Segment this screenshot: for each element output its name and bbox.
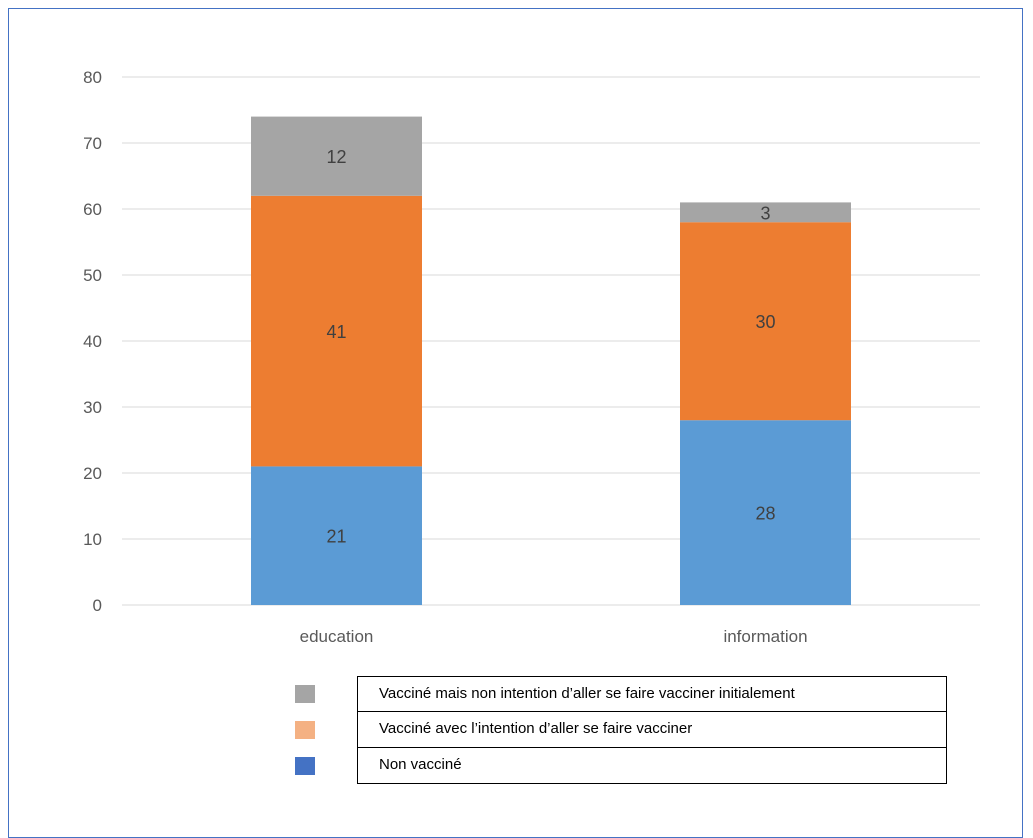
x-tick-label: information bbox=[723, 627, 807, 646]
legend-label: Vacciné avec l’intention d’aller se fair… bbox=[357, 712, 947, 748]
bar-segment bbox=[251, 116, 422, 196]
bar-segment bbox=[251, 195, 422, 467]
legend-swatch-gray bbox=[295, 685, 315, 703]
y-tick-label: 60 bbox=[83, 200, 102, 219]
bar-segment bbox=[680, 222, 851, 421]
y-tick-label: 10 bbox=[83, 530, 102, 549]
x-tick-label: education bbox=[300, 627, 374, 646]
data-label: 12 bbox=[326, 147, 346, 167]
bar-segment bbox=[251, 466, 422, 605]
bar-segment bbox=[680, 202, 851, 223]
bar-segment bbox=[680, 420, 851, 605]
legend-label: Non vacciné bbox=[357, 748, 947, 784]
y-tick-label: 50 bbox=[83, 266, 102, 285]
data-label: 41 bbox=[326, 322, 346, 342]
legend-swatch-blue bbox=[295, 757, 315, 775]
legend-label: Vacciné mais non intention d’aller se fa… bbox=[357, 676, 947, 712]
data-label: 28 bbox=[755, 504, 775, 524]
legend-swatch-orange bbox=[295, 721, 315, 739]
y-tick-label: 70 bbox=[83, 134, 102, 153]
y-tick-label: 40 bbox=[83, 332, 102, 351]
data-label: 21 bbox=[326, 527, 346, 547]
y-tick-label: 80 bbox=[83, 68, 102, 87]
y-tick-label: 0 bbox=[93, 596, 102, 615]
data-label: 3 bbox=[760, 203, 770, 223]
data-label: 30 bbox=[755, 312, 775, 332]
y-tick-label: 30 bbox=[83, 398, 102, 417]
y-tick-label: 20 bbox=[83, 464, 102, 483]
